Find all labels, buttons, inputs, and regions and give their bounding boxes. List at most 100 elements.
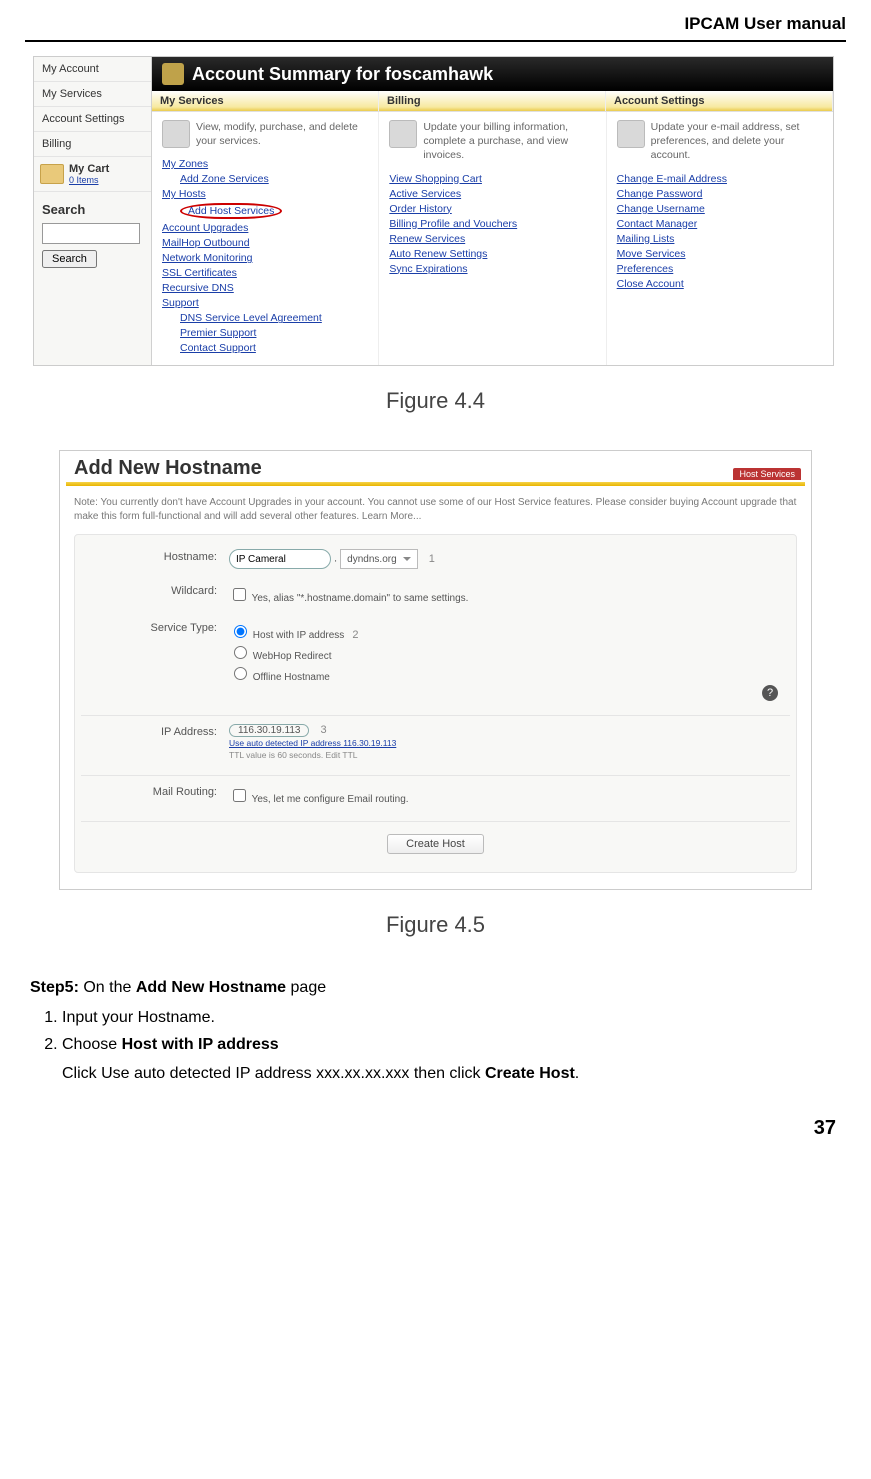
cart-label: My Cart bbox=[69, 163, 109, 175]
link[interactable]: SSL Certificates bbox=[162, 267, 368, 279]
link[interactable]: DNS Service Level Agreement bbox=[180, 312, 368, 324]
host-services-tab[interactable]: Host Services bbox=[733, 468, 801, 480]
figure-4-5-caption: Figure 4.5 bbox=[25, 912, 846, 938]
col-billing: Update your billing information, complet… bbox=[379, 112, 606, 365]
link[interactable]: Auto Renew Settings bbox=[389, 248, 595, 260]
columns: View, modify, purchase, and delete your … bbox=[152, 112, 833, 365]
link[interactable]: Billing Profile and Vouchers bbox=[389, 218, 595, 230]
col-icon bbox=[389, 120, 417, 148]
col-desc-text: Update your e-mail address, set preferen… bbox=[651, 120, 823, 163]
step5-label: Step5: bbox=[30, 979, 79, 996]
search-input[interactable] bbox=[42, 223, 140, 244]
link[interactable]: MailHop Outbound bbox=[162, 237, 368, 249]
step-li-2: Choose Host with IP address bbox=[62, 1031, 841, 1058]
domain-select[interactable]: dyndns.org bbox=[340, 549, 417, 569]
annotation-2: 2 bbox=[352, 629, 358, 641]
link[interactable]: Move Services bbox=[617, 248, 823, 260]
link[interactable]: My Zones bbox=[162, 158, 368, 170]
link[interactable]: Active Services bbox=[389, 188, 595, 200]
page-number: 37 bbox=[25, 1087, 846, 1150]
link[interactable]: Premier Support bbox=[180, 327, 368, 339]
link[interactable]: View Shopping Cart bbox=[389, 173, 595, 185]
link[interactable]: Network Monitoring bbox=[162, 252, 368, 264]
doc-header: IPCAM User manual bbox=[25, 10, 846, 38]
radio-host-ip[interactable]: Host with IP address2 bbox=[229, 622, 784, 641]
upgrade-note: Note: You currently don't have Account U… bbox=[60, 486, 811, 534]
help-icon[interactable]: ? bbox=[762, 685, 778, 701]
wildcard-text: Yes, alias "*.hostname.domain" to same s… bbox=[252, 593, 469, 604]
figure-4-4-caption: Figure 4.4 bbox=[25, 388, 846, 414]
label-hostname: Hostname: bbox=[87, 549, 229, 563]
header-rule bbox=[25, 40, 846, 42]
link[interactable]: Support bbox=[162, 297, 368, 309]
link[interactable]: Close Account bbox=[617, 278, 823, 290]
sidebar: My Account My Services Account Settings … bbox=[34, 57, 152, 365]
figure-4-4-screenshot: My Account My Services Account Settings … bbox=[33, 56, 834, 366]
link[interactable]: Change Username bbox=[617, 203, 823, 215]
label-wildcard: Wildcard: bbox=[87, 583, 229, 597]
wildcard-checkbox[interactable]: Yes, alias "*.hostname.domain" to same s… bbox=[229, 585, 784, 604]
col-desc-text: View, modify, purchase, and delete your … bbox=[196, 120, 368, 148]
mail-text: Yes, let me configure Email routing. bbox=[252, 794, 409, 805]
bold-host-with-ip: Host with IP address bbox=[122, 1036, 279, 1053]
cart-icon bbox=[40, 164, 64, 184]
main-panel: Account Summary for foscamhawk My Servic… bbox=[152, 57, 833, 365]
sidebar-item-my-services[interactable]: My Services bbox=[34, 82, 151, 107]
col-account-settings: Update your e-mail address, set preferen… bbox=[607, 112, 833, 365]
radio-webhop[interactable]: WebHop Redirect bbox=[229, 643, 784, 662]
link[interactable]: Add Zone Services bbox=[180, 173, 368, 185]
summary-icon bbox=[162, 63, 184, 85]
tab-my-services[interactable]: My Services bbox=[152, 91, 379, 111]
ip-value: 116.30.19.113 bbox=[229, 724, 309, 737]
hostname-input[interactable] bbox=[229, 549, 331, 569]
col-icon bbox=[162, 120, 190, 148]
body-text: Step5: On the Add New Hostname page Inpu… bbox=[25, 974, 846, 1087]
annotation-1: 1 bbox=[429, 553, 435, 565]
link[interactable]: Order History bbox=[389, 203, 595, 215]
tab-row: My Services Billing Account Settings bbox=[152, 91, 833, 112]
link[interactable]: Recursive DNS bbox=[162, 282, 368, 294]
link[interactable]: Renew Services bbox=[389, 233, 595, 245]
auto-detect-link[interactable]: Use auto detected IP address 116.30.19.1… bbox=[229, 738, 396, 748]
figure-4-5-screenshot: Add New Hostname Host Services Note: You… bbox=[59, 450, 812, 890]
label-mail-routing: Mail Routing: bbox=[87, 784, 229, 798]
search-heading: Search bbox=[42, 202, 143, 217]
link[interactable]: Add Host Services bbox=[180, 203, 368, 219]
cart-count: 0 Items bbox=[69, 175, 109, 185]
annotation-3: 3 bbox=[321, 724, 327, 736]
bold-add-new-hostname: Add New Hostname bbox=[136, 979, 286, 996]
tab-account-settings[interactable]: Account Settings bbox=[606, 91, 833, 111]
radio-offline[interactable]: Offline Hostname bbox=[229, 664, 784, 683]
col-my-services: View, modify, purchase, and delete your … bbox=[152, 112, 379, 365]
link[interactable]: My Hosts bbox=[162, 188, 368, 200]
bold-create-host: Create Host bbox=[485, 1065, 575, 1082]
col-desc-text: Update your billing information, complet… bbox=[423, 120, 595, 163]
link[interactable]: Change Password bbox=[617, 188, 823, 200]
link[interactable]: Sync Expirations bbox=[389, 263, 595, 275]
col-icon bbox=[617, 120, 645, 148]
mail-checkbox[interactable]: Yes, let me configure Email routing. bbox=[229, 786, 784, 805]
link[interactable]: Contact Manager bbox=[617, 218, 823, 230]
link[interactable]: Account Upgrades bbox=[162, 222, 368, 234]
link[interactable]: Mailing Lists bbox=[617, 233, 823, 245]
title-bar: Account Summary for foscamhawk bbox=[152, 57, 833, 91]
label-ip-address: IP Address: bbox=[87, 724, 229, 738]
sidebar-cart[interactable]: My Cart 0 Items bbox=[34, 157, 151, 192]
add-hostname-title: Add New Hostname bbox=[74, 457, 262, 480]
link[interactable]: Preferences bbox=[617, 263, 823, 275]
page-title: Account Summary for foscamhawk bbox=[192, 64, 493, 85]
sidebar-item-account-settings[interactable]: Account Settings bbox=[34, 107, 151, 132]
label-service-type: Service Type: bbox=[87, 620, 229, 634]
search-button[interactable]: Search bbox=[42, 250, 97, 268]
sidebar-search: Search Search bbox=[34, 192, 151, 278]
step-li-1: Input your Hostname. bbox=[62, 1004, 841, 1031]
tab-billing[interactable]: Billing bbox=[379, 91, 606, 111]
create-host-button[interactable]: Create Host bbox=[387, 834, 484, 854]
sidebar-item-my-account[interactable]: My Account bbox=[34, 57, 151, 82]
sidebar-item-billing[interactable]: Billing bbox=[34, 132, 151, 157]
ttl-text: TTL value is 60 seconds. Edit TTL bbox=[229, 750, 358, 760]
service-type-radios: Host with IP address2 WebHop Redirect Of… bbox=[229, 620, 784, 701]
link[interactable]: Change E-mail Address bbox=[617, 173, 823, 185]
link[interactable]: Contact Support bbox=[180, 342, 368, 354]
hostname-form: Hostname: . dyndns.org 1 Wildcard: Yes, … bbox=[74, 534, 797, 873]
